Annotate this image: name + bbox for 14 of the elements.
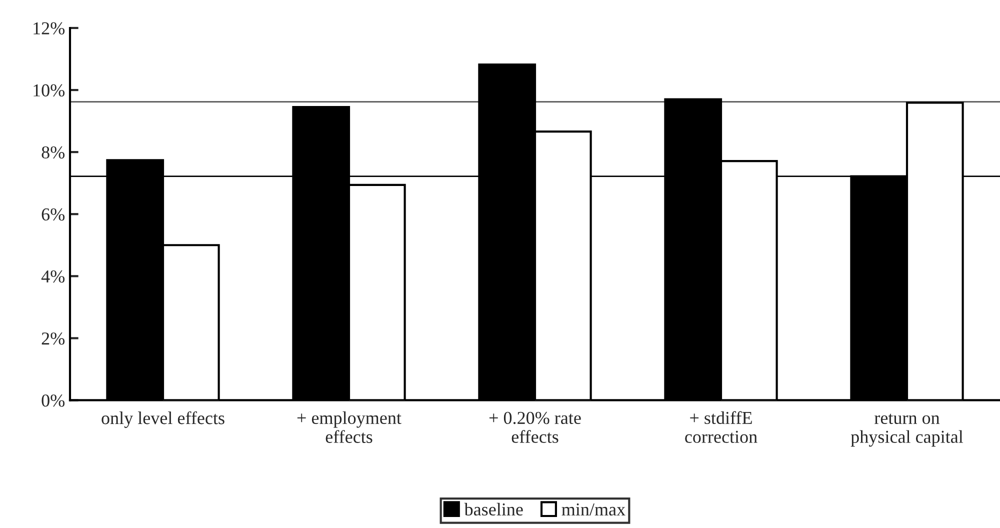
y-tick-label: 4% — [41, 270, 65, 283]
y-tick-label: 2% — [42, 332, 65, 345]
x-tick-label: + employment effects — [297, 411, 402, 443]
y-tick-label: 12% — [34, 22, 65, 34]
x-tick-label: + stdiffE correction — [685, 411, 758, 443]
y-tick-label: 0% — [42, 394, 65, 407]
x-tick-label: + 0.20% rate effects — [489, 412, 581, 443]
y-tick-label: 8% — [42, 146, 65, 159]
y-tick-label: 6% — [42, 208, 65, 221]
legend-label: min/max — [562, 503, 626, 516]
y-tick-label: 10% — [34, 84, 65, 97]
legend-label: baseline — [464, 502, 523, 516]
x-tick-label: only level effects — [102, 411, 224, 428]
x-tick-label: return on physical capital — [850, 414, 964, 447]
